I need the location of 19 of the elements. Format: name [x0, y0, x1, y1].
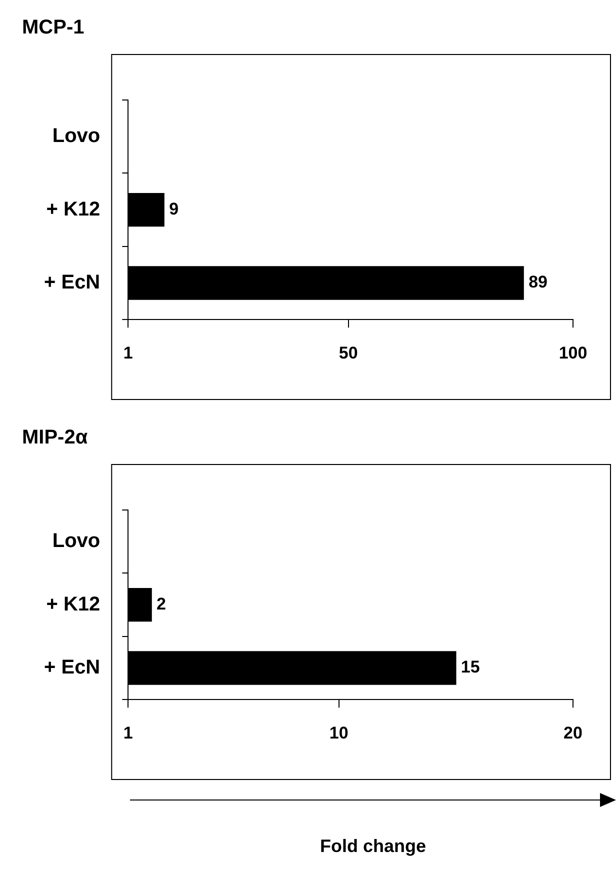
- x-tick-label: 20: [564, 723, 582, 742]
- chart-title: MIP-2α: [22, 426, 88, 449]
- y-tick-label: + EcN: [44, 656, 100, 679]
- y-tick-label: + K12: [46, 593, 100, 616]
- x-tick-label: 50: [338, 343, 358, 362]
- y-tick-label: Lovo: [52, 530, 100, 552]
- data-label: 15: [460, 658, 480, 677]
- x-axis-title: Fold change: [318, 836, 427, 857]
- chart-title: MCP-1: [22, 16, 84, 39]
- y-tick-label: Lovo: [52, 125, 100, 148]
- data-label: 9: [169, 199, 179, 218]
- y-tick-label: + K12: [46, 198, 100, 220]
- x-tick-label: 1: [123, 343, 133, 362]
- x-tick-label: 1: [123, 723, 133, 742]
- y-tick-label: + EcN: [44, 272, 100, 294]
- data-label: 2: [156, 594, 166, 614]
- x-tick-label: 100: [558, 343, 588, 362]
- x-tick-label: 10: [329, 723, 348, 742]
- data-label: 89: [528, 272, 548, 292]
